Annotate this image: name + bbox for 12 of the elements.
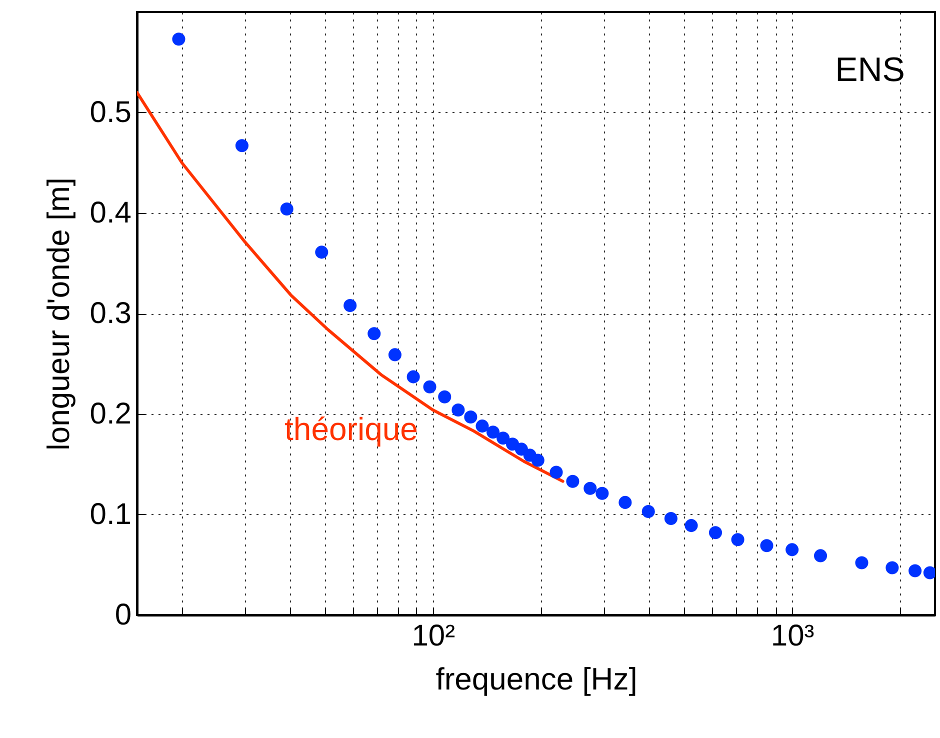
y-tick-label: 0.1 [90, 498, 132, 531]
annotation: ENS [835, 51, 905, 89]
series-label: théorique [284, 410, 418, 447]
y-tick-label: 0 [114, 598, 132, 632]
y-axis-title: longueur d'onde [m] [40, 177, 76, 451]
y-tick-label: 0.5 [90, 96, 132, 129]
x-tick-label: 10² [412, 620, 456, 652]
y-tick-label: 0.2 [90, 398, 132, 430]
y-tick-label: 0.3 [90, 297, 132, 330]
x-tick-label: 10³ [770, 620, 814, 652]
y-tick-label: 0.4 [90, 196, 132, 230]
x-axis-title: frequence [Hz] [436, 662, 638, 696]
